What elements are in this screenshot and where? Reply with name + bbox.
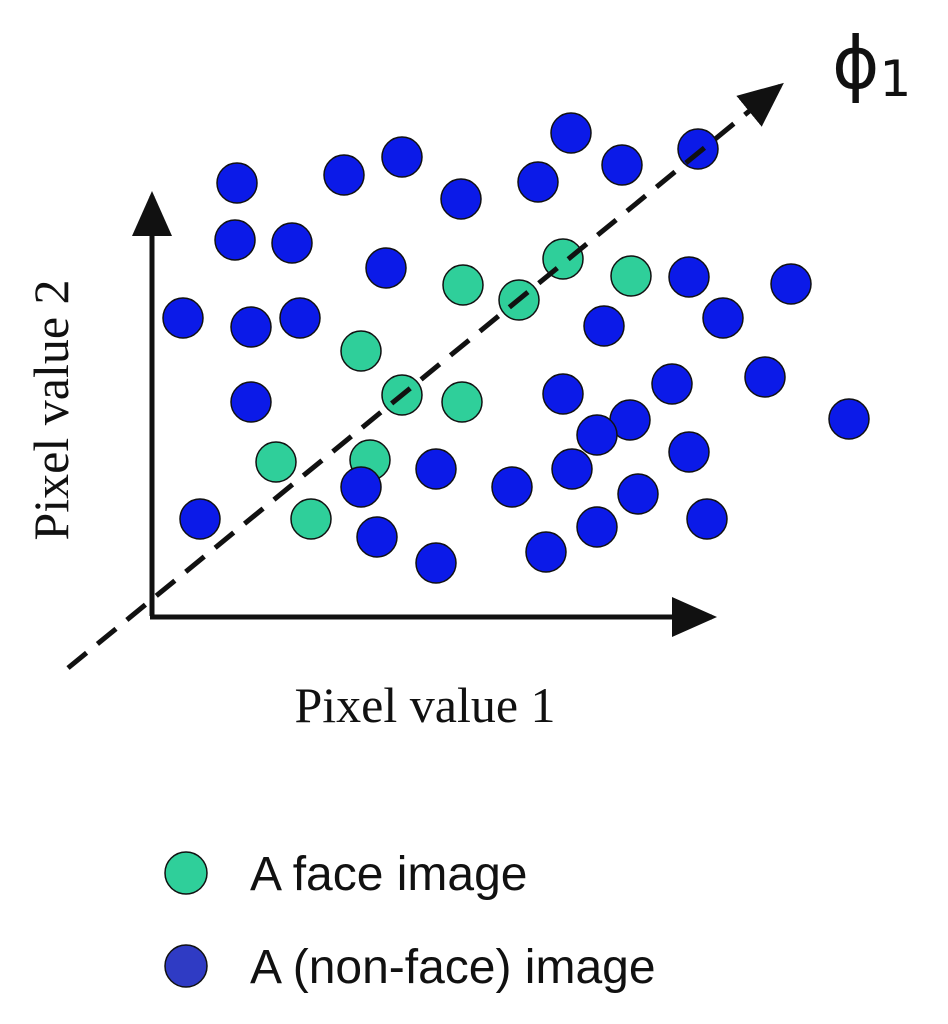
non-face-point <box>365 247 407 289</box>
face-point <box>442 264 484 306</box>
non-face-point <box>542 373 584 415</box>
non-face-point <box>271 222 313 264</box>
non-face-point <box>668 256 710 298</box>
non-face-point <box>770 263 812 305</box>
face-point <box>441 381 483 423</box>
non-face-point <box>668 431 710 473</box>
face-point <box>340 330 382 372</box>
non-face-point <box>828 398 870 440</box>
face-point <box>255 441 297 483</box>
non-face-point <box>744 356 786 398</box>
non-face-point <box>340 466 382 508</box>
face-points <box>255 238 652 540</box>
legend: A face image A (non-face) image <box>164 848 656 994</box>
non-face-point <box>576 506 618 548</box>
non-face-point <box>617 473 659 515</box>
legend-swatch <box>164 851 208 895</box>
x-axis-label: Pixel value 1 <box>294 677 555 733</box>
non-face-point <box>651 363 693 405</box>
non-face-point <box>179 498 221 540</box>
direction-label: ϕ1 <box>832 21 911 108</box>
non-face-point <box>415 542 457 584</box>
non-face-point <box>677 128 719 170</box>
non-face-points <box>162 112 870 584</box>
non-face-point <box>214 219 256 261</box>
non-face-point <box>576 414 618 456</box>
direction-subscript: 1 <box>880 50 912 108</box>
non-face-point <box>356 516 398 558</box>
non-face-point <box>440 178 482 220</box>
principal-direction <box>66 82 784 670</box>
non-face-point <box>550 112 592 154</box>
y-axis-label: Pixel value 2 <box>23 279 79 540</box>
face-point <box>290 498 332 540</box>
non-face-point <box>230 381 272 423</box>
non-face-point <box>702 297 744 339</box>
legend-label: A (non-face) image <box>250 941 656 994</box>
non-face-point <box>601 144 643 186</box>
points <box>162 112 870 584</box>
non-face-point <box>381 136 423 178</box>
non-face-point <box>583 305 625 347</box>
legend-label: A face image <box>250 848 528 901</box>
non-face-point <box>551 448 593 490</box>
non-face-point <box>525 531 567 573</box>
non-face-point <box>230 306 272 348</box>
non-face-point <box>216 162 258 204</box>
legend-swatch <box>164 944 208 988</box>
non-face-point <box>415 448 457 490</box>
non-face-point <box>517 161 559 203</box>
direction-symbol: ϕ <box>832 21 880 105</box>
non-face-point <box>162 297 204 339</box>
non-face-point <box>686 498 728 540</box>
non-face-point <box>323 154 365 196</box>
non-face-point <box>279 297 321 339</box>
non-face-point <box>491 466 533 508</box>
face-point <box>610 255 652 297</box>
